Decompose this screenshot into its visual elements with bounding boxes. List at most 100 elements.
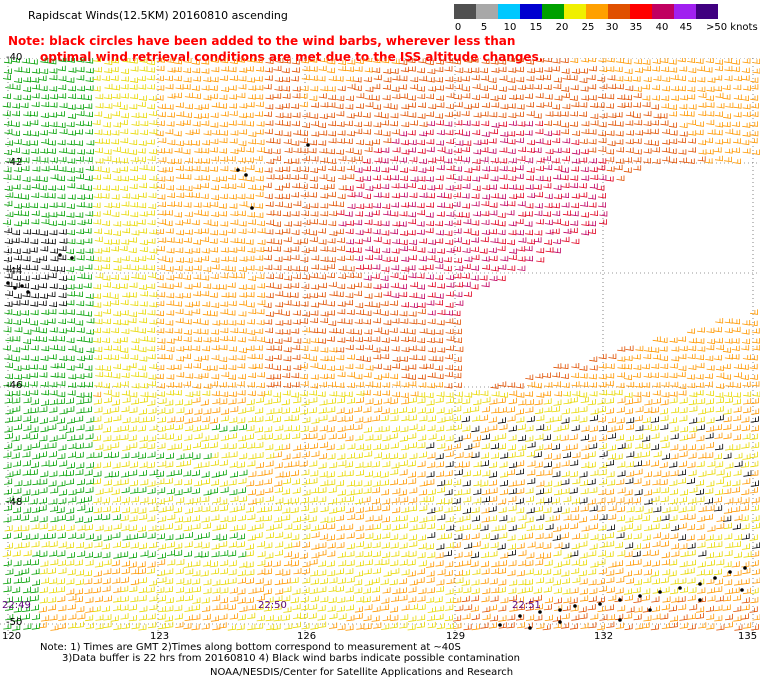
wind-barb — [113, 552, 122, 559]
wind-barb — [326, 534, 335, 541]
wind-barb — [85, 478, 94, 485]
wind-barb — [617, 346, 626, 352]
wind-barb — [686, 158, 695, 164]
wind-barb — [445, 291, 454, 297]
wind-barb — [120, 471, 129, 478]
wind-barb — [488, 247, 497, 253]
wind-barb — [337, 85, 346, 92]
wind-barb — [272, 381, 281, 387]
wind-barb — [5, 408, 14, 415]
wind-barb — [68, 613, 77, 620]
wind-barb — [301, 210, 309, 217]
wind-barb — [453, 489, 463, 496]
wind-barb — [4, 301, 13, 307]
wind-barb — [462, 263, 471, 270]
wind-barb — [31, 441, 40, 449]
wind-barb — [121, 452, 130, 459]
wind-barb — [264, 75, 273, 81]
wind-barb — [30, 148, 39, 154]
wind-barb — [95, 443, 104, 451]
wind-barb — [94, 248, 103, 254]
wind-barb — [373, 236, 382, 243]
wind-barb — [49, 381, 58, 388]
wind-barb — [111, 506, 120, 513]
wind-barb — [112, 345, 121, 351]
wind-barb — [570, 220, 579, 226]
wind-barb — [561, 559, 571, 566]
wind-barb — [706, 577, 715, 585]
wind-barb — [515, 460, 525, 467]
wind-barb — [464, 451, 473, 458]
wind-barb — [155, 452, 164, 459]
wind-barb — [436, 319, 445, 326]
wind-barb — [209, 365, 218, 371]
wind-barb — [706, 102, 715, 108]
wind-barb — [111, 157, 120, 163]
wind-barb — [490, 533, 499, 541]
wind-barb — [669, 514, 678, 522]
wind-barb — [228, 374, 236, 380]
wind-barb — [560, 167, 569, 173]
wind-barb — [147, 487, 156, 494]
wind-barb — [67, 130, 76, 136]
wind-barb — [679, 426, 688, 433]
wind-barb — [561, 487, 570, 494]
wind-barb — [597, 415, 606, 423]
wind-barb — [49, 68, 58, 74]
wind-barb — [650, 406, 659, 414]
wind-barb — [86, 416, 95, 423]
wind-barb — [112, 532, 121, 539]
wind-barb — [247, 138, 256, 145]
wind-barb — [542, 552, 551, 559]
wind-barb — [345, 292, 354, 299]
wind-barb — [742, 103, 751, 110]
wind-barb — [552, 247, 561, 254]
wind-barb — [328, 320, 337, 326]
wind-barb — [688, 67, 697, 74]
wind-barb — [255, 203, 263, 209]
wind-barb — [741, 345, 750, 351]
wind-barb — [183, 578, 192, 585]
wind-barb — [543, 586, 552, 593]
wind-barb — [230, 495, 239, 502]
wind-barb — [346, 113, 355, 119]
wind-barb — [516, 542, 525, 549]
wind-barb — [508, 524, 517, 532]
wind-barb — [311, 417, 320, 424]
wind-barb — [113, 426, 122, 433]
wind-barb — [146, 59, 155, 66]
wind-barb — [22, 559, 31, 566]
wind-barb — [310, 156, 319, 162]
wind-barb — [419, 192, 428, 198]
wind-barb — [281, 310, 290, 317]
legend-label: 5 — [480, 22, 488, 33]
wind-barb — [552, 525, 562, 532]
wind-barb — [741, 75, 750, 81]
wind-barb — [363, 282, 372, 289]
wind-barb — [560, 220, 569, 227]
wind-barb — [590, 469, 599, 476]
wind-barb — [633, 613, 642, 621]
wind-barb — [256, 319, 265, 326]
wind-barb — [741, 329, 750, 335]
wind-barb — [85, 165, 94, 171]
wind-barb — [605, 488, 614, 495]
wind-barb — [210, 329, 219, 335]
wind-barb — [165, 176, 174, 182]
wind-barb — [409, 452, 418, 460]
wind-barb — [329, 391, 338, 397]
wind-barb — [382, 614, 391, 621]
wind-barb — [158, 167, 167, 173]
wind-barb — [282, 577, 291, 585]
wind-barb — [374, 514, 383, 522]
wind-barb — [489, 184, 497, 190]
wind-barb — [436, 164, 445, 171]
wind-barb — [29, 469, 38, 476]
wind-barb — [473, 497, 482, 504]
wind-barb — [49, 266, 58, 272]
wind-barb — [156, 120, 165, 126]
wind-barb — [265, 94, 274, 100]
wind-barb — [237, 390, 246, 396]
wind-barb — [497, 498, 507, 505]
wind-barb — [535, 219, 544, 225]
